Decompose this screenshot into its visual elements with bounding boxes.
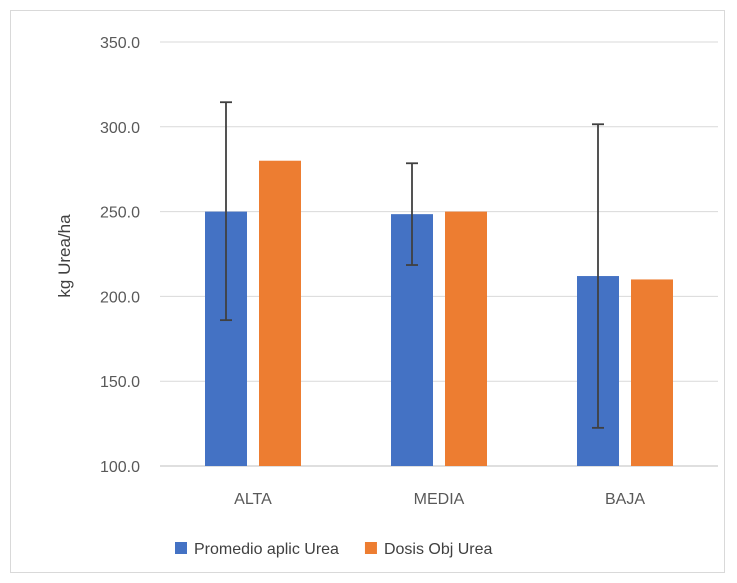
y-axis-label: kg Urea/ha <box>55 214 74 298</box>
legend-label: Dosis Obj Urea <box>384 541 493 558</box>
y-tick-label: 350.0 <box>100 35 140 52</box>
gridlines <box>160 41 718 467</box>
y-tick-label: 200.0 <box>100 289 140 306</box>
bars <box>205 160 673 466</box>
legend-label: Promedio aplic Urea <box>194 541 339 558</box>
x-axis-ticks: ALTA MEDIA BAJA <box>234 491 645 508</box>
y-axis-ticks: 100.0 150.0 200.0 250.0 300.0 350.0 <box>100 35 140 476</box>
bar <box>631 279 673 466</box>
legend-swatch <box>175 542 187 554</box>
y-tick-label: 250.0 <box>100 205 140 222</box>
x-tick-label: BAJA <box>605 491 645 508</box>
bar <box>445 211 487 466</box>
error-bars <box>220 101 604 429</box>
y-tick-label: 100.0 <box>100 459 140 476</box>
y-tick-label: 300.0 <box>100 120 140 137</box>
legend-swatch <box>364 542 377 554</box>
x-tick-label: ALTA <box>234 491 272 508</box>
x-tick-label: MEDIA <box>414 491 465 508</box>
y-tick-label: 150.0 <box>100 374 140 391</box>
bar <box>259 160 301 466</box>
legend: Promedio aplic Urea Dosis Obj Urea <box>175 541 493 558</box>
